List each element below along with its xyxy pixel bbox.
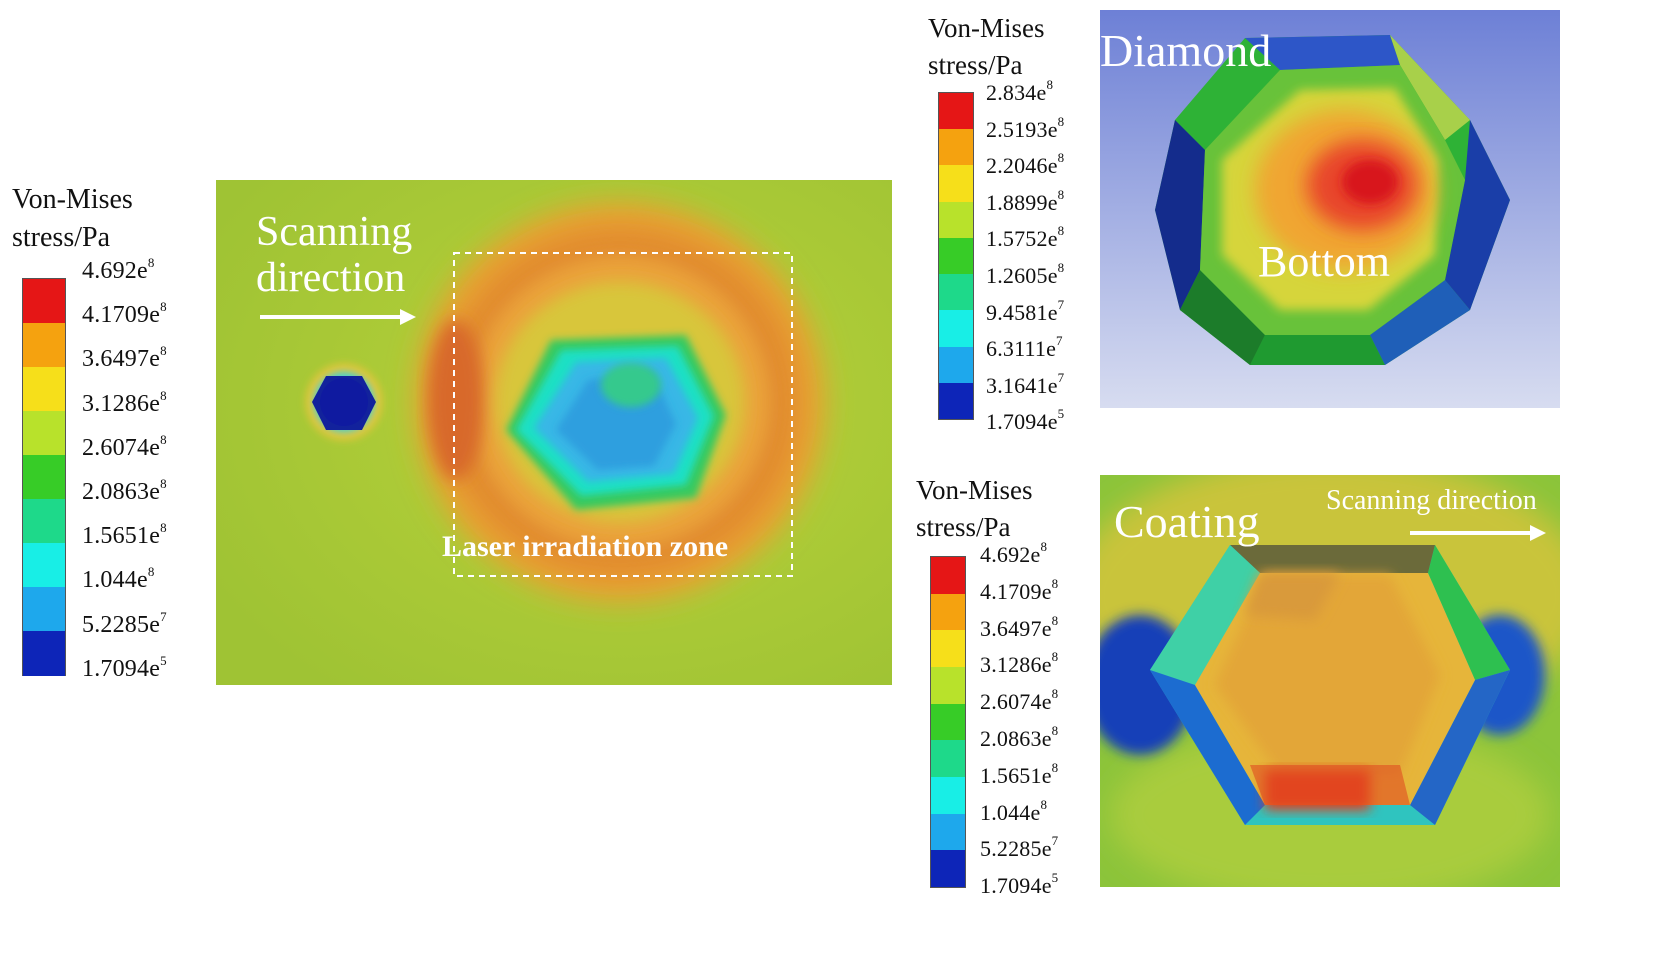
- legend-bottom-right-title-line1: Von-Mises: [916, 475, 1033, 505]
- legend-tick-label: 3.1286e8: [980, 649, 1059, 678]
- legend-swatch: [939, 310, 973, 348]
- diamond-label: Diamond: [1100, 25, 1272, 76]
- legend-swatch: [23, 279, 65, 324]
- legend-tick-label: 4.1709e8: [980, 575, 1059, 604]
- legend-tick-label: 5.2285e7: [980, 833, 1059, 862]
- legend-tick-label: 5.2285e7: [82, 608, 167, 638]
- legend-tick-label: 2.5193e8: [986, 113, 1065, 142]
- legend-swatch: [931, 557, 965, 595]
- legend-swatch: [23, 455, 65, 500]
- legend-tick-label: 4.692e8: [980, 539, 1048, 567]
- legend-swatch: [23, 367, 65, 412]
- legend-tick-label: 3.6497e8: [980, 612, 1059, 641]
- main-stress-map-graphic: [216, 180, 892, 685]
- legend-swatch: [931, 740, 965, 778]
- legend-tick-label: 4.692e8: [82, 255, 155, 284]
- legend-left-color-bar: [22, 278, 66, 676]
- legend-swatch: [931, 703, 965, 741]
- legend-tick-label: 1.7094e5: [980, 870, 1059, 899]
- coating-stress-map: Coating Scanning direction: [1100, 475, 1560, 887]
- legend-tick-label: 4.1709e8: [82, 299, 167, 329]
- legend-tick-label: 1.5651e8: [82, 520, 167, 550]
- legend-swatch: [931, 630, 965, 668]
- legend-swatch: [23, 543, 65, 588]
- legend-swatch: [939, 129, 973, 166]
- coating-scanning-direction-label: Scanning direction: [1326, 485, 1537, 516]
- legend-tick-label: 2.0863e8: [980, 723, 1059, 751]
- legend-top-right-color-bar: [938, 92, 974, 420]
- legend-swatch: [23, 499, 65, 544]
- legend-swatch: [939, 237, 973, 275]
- legend-tick-label: 3.1641e7: [986, 369, 1065, 398]
- legend-tick-label: 1.5752e8: [986, 223, 1065, 252]
- coating-label: Coating: [1114, 496, 1260, 547]
- legend-tick-label: 3.1286e8: [82, 387, 167, 417]
- legend-bottom-right-title-line2: stress/Pa: [916, 512, 1011, 542]
- laser-irradiation-zone-label: Laser irradiation zone: [442, 530, 729, 563]
- legend-tick-label: 1.5651e8: [980, 759, 1059, 788]
- legend-swatch: [939, 274, 973, 311]
- legend-bottom-right-color-bar: [930, 556, 966, 888]
- legend-left-title-line2: stress/Pa: [12, 222, 110, 253]
- legend-tick-label: 1.044e8: [82, 564, 155, 594]
- scanning-direction-line2: direction: [256, 255, 406, 301]
- main-stress-map: Scanning direction Laser irradiation zon…: [216, 180, 892, 685]
- bottom-label: Bottom: [1258, 237, 1391, 286]
- legend-swatch: [931, 813, 965, 851]
- legend-top-right-title-line1: Von-Mises: [928, 13, 1045, 43]
- legend-tick-label: 6.3111e7: [986, 333, 1063, 362]
- legend-tick-label: 1.7094e5: [986, 406, 1065, 435]
- legend-swatch: [939, 165, 973, 203]
- legend-swatch: [23, 411, 65, 456]
- legend-left-title-line1: Von-Mises: [12, 184, 133, 215]
- legend-tick-label: 9.4581e7: [986, 296, 1065, 325]
- legend-tick-label: 1.2605e8: [986, 260, 1065, 288]
- legend-tick-label: 2.834e8: [986, 77, 1054, 105]
- legend-swatch: [23, 587, 65, 632]
- legend-tick-label: 2.2046e8: [986, 150, 1065, 179]
- diamond-stress-map-graphic: [1100, 10, 1560, 408]
- legend-swatch: [939, 382, 973, 420]
- legend-swatch: [23, 323, 65, 368]
- coating-stress-map-graphic: [1100, 475, 1560, 887]
- legend-swatch: [23, 631, 65, 676]
- legend-tick-label: 2.0863e8: [82, 476, 167, 505]
- legend-swatch: [939, 201, 973, 239]
- legend-swatch: [939, 93, 973, 130]
- legend-tick-label: 2.6074e8: [82, 431, 167, 461]
- legend-swatch: [931, 850, 965, 888]
- legend-tick-label: 1.7094e5: [82, 652, 167, 682]
- legend-tick-label: 1.8899e8: [986, 186, 1065, 215]
- legend-tick-label: 2.6074e8: [980, 686, 1059, 715]
- legend-swatch: [939, 346, 973, 384]
- legend-swatch: [931, 667, 965, 705]
- scanning-direction-line1: Scanning: [256, 209, 413, 255]
- legend-tick-label: 1.044e8: [980, 796, 1048, 825]
- legend-tick-label: 3.6497e8: [82, 343, 167, 373]
- legend-top-right-title-line2: stress/Pa: [928, 50, 1023, 80]
- legend-swatch: [931, 593, 965, 631]
- diamond-stress-map: Diamond Bottom: [1100, 10, 1560, 408]
- legend-swatch: [931, 777, 965, 815]
